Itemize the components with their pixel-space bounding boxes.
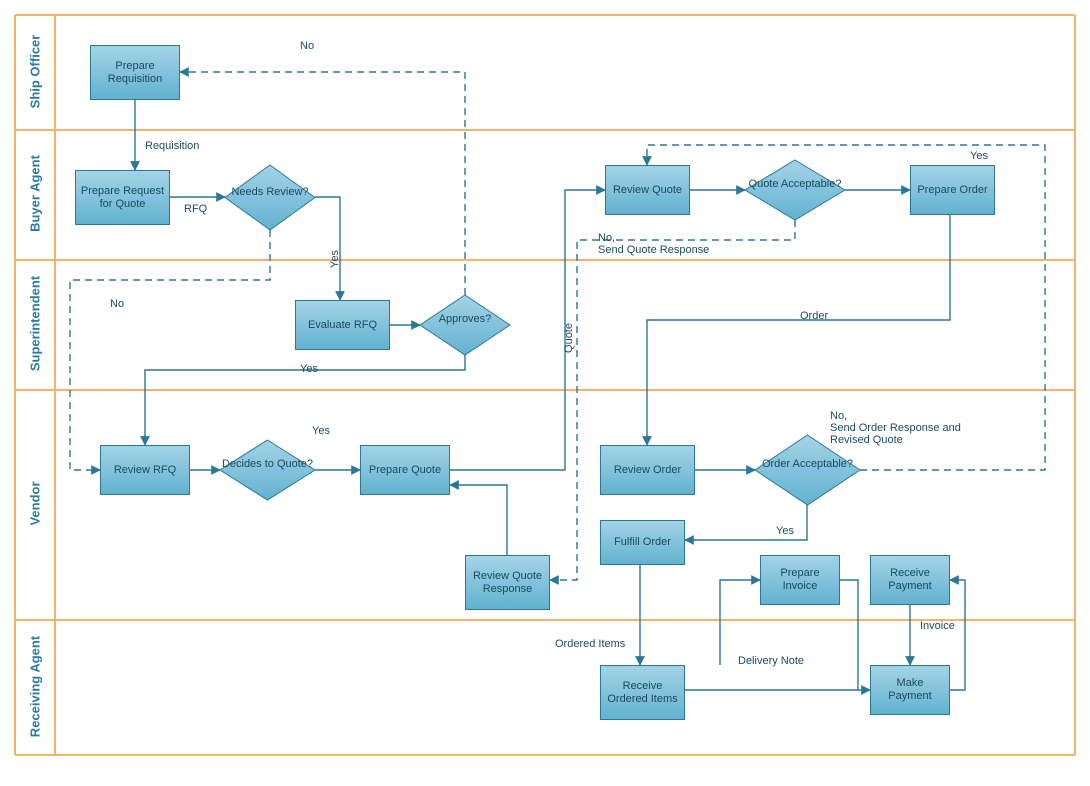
edge-23 — [950, 580, 965, 690]
edge-17 — [685, 505, 807, 540]
edge-2 — [315, 197, 340, 300]
edge-12 — [550, 220, 795, 580]
diagram-svg — [0, 0, 1090, 770]
edge-21 — [840, 580, 858, 690]
edge-14 — [647, 215, 950, 445]
edge-20 — [720, 580, 760, 665]
edge-4 — [180, 72, 465, 295]
swimlane-flowchart: Ship OfficerBuyer AgentSuperintendentVen… — [0, 0, 1090, 770]
edge-16 — [647, 145, 1045, 470]
edge-6 — [70, 230, 270, 470]
edge-5 — [145, 355, 465, 445]
edge-13 — [450, 485, 507, 555]
